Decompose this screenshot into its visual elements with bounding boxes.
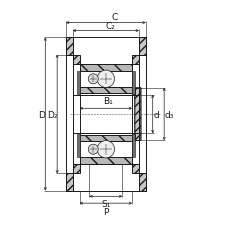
Text: d₃: d₃ <box>164 110 173 119</box>
Text: D₂: D₂ <box>47 110 57 119</box>
Text: C₂: C₂ <box>105 22 115 30</box>
Text: D: D <box>38 110 44 119</box>
Polygon shape <box>132 55 138 64</box>
Text: d: d <box>153 110 159 119</box>
Text: C: C <box>111 13 118 22</box>
Polygon shape <box>134 134 138 141</box>
Circle shape <box>88 74 98 85</box>
Text: S₁: S₁ <box>101 199 110 208</box>
Polygon shape <box>138 174 145 191</box>
Polygon shape <box>72 55 79 64</box>
Text: P: P <box>103 207 108 216</box>
Polygon shape <box>134 88 138 95</box>
Polygon shape <box>76 94 134 135</box>
Polygon shape <box>134 88 140 141</box>
Circle shape <box>97 71 114 88</box>
Circle shape <box>97 141 114 158</box>
Polygon shape <box>65 38 72 55</box>
Polygon shape <box>79 64 132 72</box>
Polygon shape <box>138 38 145 55</box>
Polygon shape <box>76 72 79 94</box>
Polygon shape <box>79 157 132 165</box>
Polygon shape <box>65 174 72 191</box>
Polygon shape <box>79 135 132 142</box>
Polygon shape <box>79 87 132 94</box>
Circle shape <box>88 144 98 155</box>
Polygon shape <box>76 135 79 157</box>
Text: B₁: B₁ <box>103 97 112 106</box>
Polygon shape <box>72 165 79 174</box>
Polygon shape <box>134 88 140 141</box>
Polygon shape <box>132 72 134 94</box>
Polygon shape <box>132 135 134 157</box>
Polygon shape <box>132 165 138 174</box>
